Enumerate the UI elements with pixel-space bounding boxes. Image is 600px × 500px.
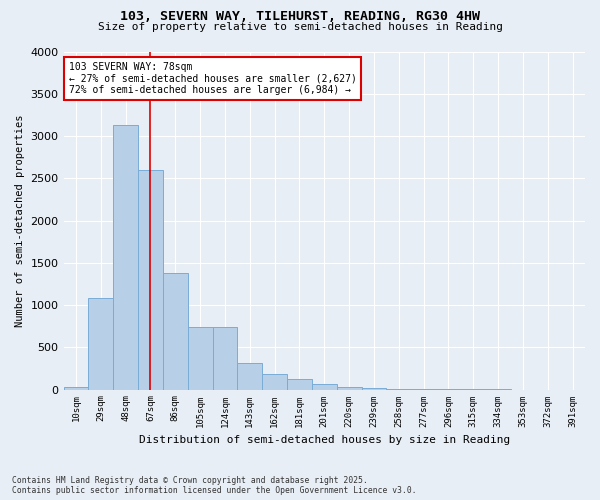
Bar (64, 387, 88, 390)
Bar (312, 384, 337, 390)
Bar (362, 388, 386, 390)
Text: Contains HM Land Registry data © Crown copyright and database right 2025.
Contai: Contains HM Land Registry data © Crown c… (12, 476, 416, 495)
Bar (337, 387, 362, 390)
Y-axis label: Number of semi-detached properties: Number of semi-detached properties (15, 114, 25, 327)
X-axis label: Distribution of semi-detached houses by size in Reading: Distribution of semi-detached houses by … (139, 435, 510, 445)
Bar (212, 327, 238, 390)
Bar (238, 364, 262, 390)
Bar (188, 327, 212, 390)
Bar (138, 170, 163, 390)
Bar (113, 125, 138, 390)
Text: 103, SEVERN WAY, TILEHURST, READING, RG30 4HW: 103, SEVERN WAY, TILEHURST, READING, RG3… (120, 10, 480, 23)
Bar (262, 374, 287, 390)
Bar (163, 273, 188, 390)
Text: Size of property relative to semi-detached houses in Reading: Size of property relative to semi-detach… (97, 22, 503, 32)
Bar (386, 388, 411, 390)
Text: 103 SEVERN WAY: 78sqm
← 27% of semi-detached houses are smaller (2,627)
72% of s: 103 SEVERN WAY: 78sqm ← 27% of semi-deta… (69, 62, 356, 95)
Bar (287, 380, 312, 390)
Bar (88, 298, 113, 390)
